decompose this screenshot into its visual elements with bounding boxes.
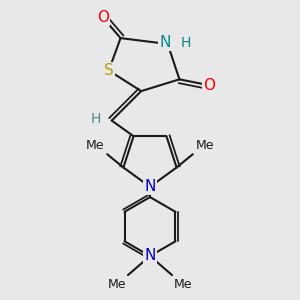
Text: S: S xyxy=(104,63,114,78)
Text: O: O xyxy=(97,10,109,25)
Text: Me: Me xyxy=(196,139,214,152)
Text: H: H xyxy=(181,35,191,50)
Text: H: H xyxy=(90,112,101,126)
Text: Me: Me xyxy=(108,278,126,291)
Text: N: N xyxy=(144,248,156,263)
Text: N: N xyxy=(144,179,156,194)
Text: Me: Me xyxy=(86,139,104,152)
Text: N: N xyxy=(159,35,170,50)
Text: Me: Me xyxy=(174,278,192,291)
Text: O: O xyxy=(203,78,215,93)
